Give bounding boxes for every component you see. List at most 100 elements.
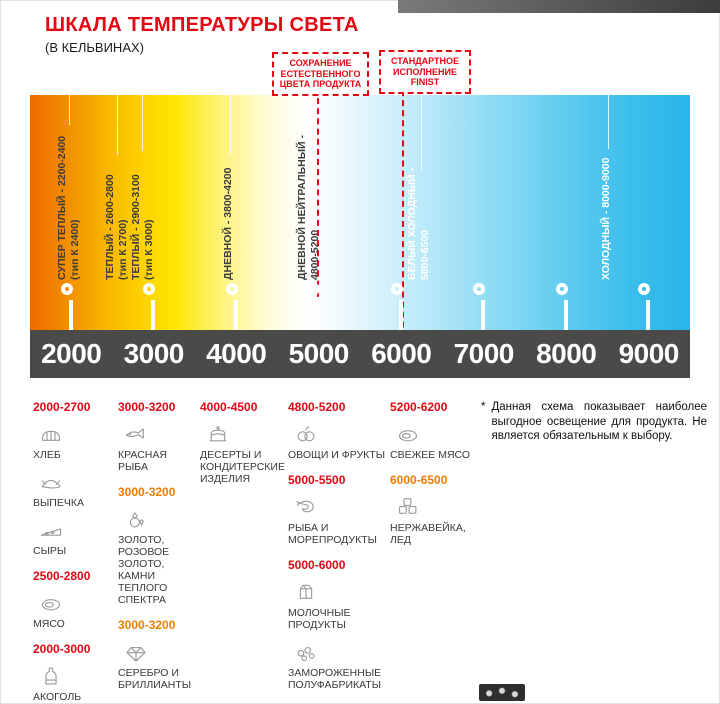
meat-icon xyxy=(390,420,476,447)
product-label: ОВОЩИ И ФРУКТЫ xyxy=(288,449,386,461)
callout-line: СОХРАНЕНИЕ xyxy=(289,58,352,68)
pastry-icon xyxy=(33,468,113,495)
dashed-guide-6000k xyxy=(402,80,404,378)
temperature-range: 2000-3000 xyxy=(33,642,91,656)
temperature-range: 5200-6200 xyxy=(390,400,448,414)
callout-line: ЦВЕТА ПРОДУКТА xyxy=(279,79,362,89)
callout-standard-finist: СТАНДАРТНОЕ ИСПОЛНЕНИЕ FINIST xyxy=(379,50,471,94)
product-column-4: 4800-5200 ОВОЩИ И ФРУКТЫ 5000-5500 РЫБА … xyxy=(288,398,388,698)
product-item: АКОГОЛЬ xyxy=(33,662,113,703)
zone-label-line: (тип К 3000) xyxy=(143,219,155,280)
scale-tick-4000: 4000 xyxy=(206,338,267,369)
scale-marker-2000 xyxy=(61,283,73,337)
dashed-guide-5000k xyxy=(317,88,319,378)
scale-marker-9000 xyxy=(638,283,650,337)
scale-tick-5000: 5000 xyxy=(288,338,350,369)
temperature-range: 2000-2700 xyxy=(33,400,91,414)
seafood-icon xyxy=(288,493,388,520)
zone-tick xyxy=(117,95,118,155)
gems-icon xyxy=(118,505,196,532)
zone-label-warm-2700: ТЕПЛЫЙ - 2600-2800 (тип К 2700) xyxy=(104,100,130,280)
zone-tick xyxy=(69,95,70,125)
callout-natural-color: СОХРАНЕНИЕ ЕСТЕСТВЕННОГО ЦВЕТА ПРОДУКТА xyxy=(272,52,369,96)
fruit-icon xyxy=(288,420,388,447)
zone-label-line: (тип К 2700) xyxy=(117,219,129,280)
zone-label-line: ХОЛОДНЫЙ - 8000-9000 xyxy=(600,157,612,280)
scale-tick-8000: 8000 xyxy=(536,338,597,369)
page-subtitle: (В КЕЛЬВИНАХ) xyxy=(45,40,144,55)
zone-label-cold: ХОЛОДНЫЙ - 8000-9000 xyxy=(600,100,613,280)
zone-label-line: ТЕПЛЫЙ - 2900-3100 xyxy=(130,174,142,280)
product-label: ЗАМОРОЖЕННЫЕ ПОЛУФАБРИКАТЫ xyxy=(288,667,382,691)
product-label: СЕРЕБРО И БРИЛЛИАНТЫ xyxy=(118,667,192,691)
product-label: МЯСО xyxy=(33,618,65,630)
zone-label-cool-white: БЕЛЫЙ ХОЛОДНЫЙ - 5800-6500 xyxy=(406,100,432,280)
zone-label-daylight: ДНЕВНОЙ - 3800-4200 xyxy=(222,100,235,281)
scale-tick-2000: 2000 xyxy=(41,338,102,369)
product-item: МОЛОЧНЫЕ ПРОДУКТЫ xyxy=(288,578,388,631)
zone-label-warm-3000: ТЕПЛЫЙ - 2900-3100 (тип К 3000) xyxy=(130,100,156,280)
zone-tick xyxy=(421,95,422,171)
product-label: НЕРЖАВЕЙКА, ЛЕД xyxy=(390,522,466,546)
scale-marker-6000 xyxy=(391,283,403,337)
product-column-1: 2000-2700 ХЛЕБ ВЫПЕЧКА СЫРЫ 2500-2800 МЯ… xyxy=(33,398,113,704)
scale-tick-7000: 7000 xyxy=(453,338,515,369)
temperature-range: 6000-6500 xyxy=(390,473,448,487)
zone-label-line: 4800-5200 xyxy=(309,229,321,280)
product-label: РЫБА И МОРЕПРОДУКТЫ xyxy=(288,522,377,546)
scale-tick-9000: 9000 xyxy=(618,338,680,369)
zone-label-line: СУПЕР ТЕПЛЫЙ - 2200-2400 xyxy=(56,135,68,280)
product-column-2: 3000-3200 КРАСНАЯ РЫБА 3000-3200 ЗОЛОТО,… xyxy=(118,398,196,698)
zone-label-line: БЕЛЫЙ ХОЛОДНЫЙ - xyxy=(406,168,418,280)
product-item: НЕРЖАВЕЙКА, ЛЕД xyxy=(390,493,476,546)
zone-tick xyxy=(142,95,143,151)
scale-marker-5000 xyxy=(308,283,320,337)
temperature-range: 5000-6000 xyxy=(288,558,346,572)
zone-label-super-warm: СУПЕР ТЕПЛЫЙ - 2200-2400 (тип К 2400) xyxy=(56,100,82,280)
temperature-range: 4800-5200 xyxy=(288,400,346,414)
product-label: ДЕСЕРТЫ И КОНДИТЕРСКИЕ ИЗДЕЛИЯ xyxy=(200,449,285,485)
product-column-3: 4000-4500 ДЕСЕРТЫ И КОНДИТЕРСКИЕ ИЗДЕЛИЯ xyxy=(200,398,288,492)
product-item: КРАСНАЯ РЫБА xyxy=(118,420,196,473)
decorative-top-strip xyxy=(398,0,720,13)
footnote: * Данная схема показывает наиболее выгод… xyxy=(481,400,707,444)
zone-label-line: (тип К 2400) xyxy=(69,219,81,280)
fish-icon xyxy=(118,420,196,447)
product-label: СВЕЖЕЕ МЯСО xyxy=(390,449,471,461)
scale-marker-4000 xyxy=(226,283,238,337)
cake-icon xyxy=(200,420,288,447)
product-item: ЗОЛОТО, РОЗОВОЕ ЗОЛОТО, КАМНИ ТЕПЛОГО СП… xyxy=(118,505,196,606)
bread-icon xyxy=(33,420,113,447)
zone-label-line: 5800-6500 xyxy=(419,229,431,280)
product-label: ЗОЛОТО, РОЗОВОЕ ЗОЛОТО, КАМНИ ТЕПЛОГО СП… xyxy=(118,534,170,606)
cheese-icon xyxy=(33,516,113,543)
zone-label-line: ДНЕВНОЙ - 3800-4200 xyxy=(222,167,234,281)
frozen-products-photo xyxy=(479,684,525,701)
scale-tick-6000: 6000 xyxy=(371,338,432,369)
footnote-asterisk: * xyxy=(481,401,486,413)
product-column-5: 5200-6200 СВЕЖЕЕ МЯСО 6000-6500 НЕРЖАВЕЙ… xyxy=(390,398,476,553)
product-label: КРАСНАЯ РЫБА xyxy=(118,449,167,473)
temperature-range: 5000-5500 xyxy=(288,473,346,487)
product-label: СЫРЫ xyxy=(33,545,67,557)
scale-marker-3000 xyxy=(143,283,155,337)
product-item: СВЕЖЕЕ МЯСО xyxy=(390,420,476,461)
callout-line: FINIST xyxy=(410,77,440,87)
footnote-text: Данная схема показывает наиболее выгодно… xyxy=(491,401,707,442)
callout-line: СТАНДАРТНОЕ xyxy=(390,56,459,66)
zone-label-line: ТЕПЛЫЙ - 2600-2800 xyxy=(104,174,116,280)
kelvin-scale-bar: 2000 3000 4000 5000 6000 7000 8000 9000 xyxy=(30,330,690,378)
product-label: ХЛЕБ xyxy=(33,449,61,461)
temperature-range: 3000-3200 xyxy=(118,618,176,632)
zone-tick xyxy=(230,95,231,155)
product-item: ВЫПЕЧКА xyxy=(33,468,113,509)
product-item: МЯСО xyxy=(33,589,113,630)
product-item: ДЕСЕРТЫ И КОНДИТЕРСКИЕ ИЗДЕЛИЯ xyxy=(200,420,288,485)
callout-line: ИСПОЛНЕНИЕ xyxy=(392,66,457,77)
temperature-range: 3000-3200 xyxy=(118,400,176,414)
temperature-range: 3000-3200 xyxy=(118,485,176,499)
product-label: ВЫПЕЧКА xyxy=(33,497,84,509)
product-item: ЗАМОРОЖЕННЫЕ ПОЛУФАБРИКАТЫ xyxy=(288,638,388,691)
ice-icon xyxy=(390,493,476,520)
